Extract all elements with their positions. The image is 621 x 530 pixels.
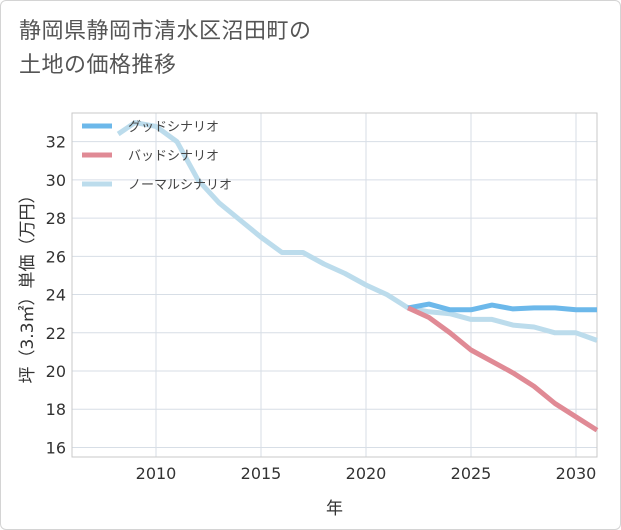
grid-lines <box>72 113 597 457</box>
y-tick-label: 18 <box>46 400 66 419</box>
y-tick-label: 20 <box>46 362 66 381</box>
x-axis-ticks: 2010 2015 2020 2025 2030 <box>136 464 597 483</box>
y-tick-label: 28 <box>46 209 66 228</box>
x-tick-label: 2015 <box>241 464 282 483</box>
y-tick-label: 32 <box>46 133 66 152</box>
y-tick-label: 24 <box>46 286 66 305</box>
x-tick-label: 2025 <box>451 464 492 483</box>
series-line-2 <box>116 120 598 343</box>
legend-label-0: グッドシナリオ <box>128 120 219 135</box>
chart-title: 静岡県静岡市清水区沼田町の 土地の価格推移 <box>19 15 312 83</box>
series-lines <box>116 120 599 433</box>
series-line-1 <box>406 305 599 433</box>
y-tick-label: 16 <box>46 438 66 457</box>
y-axis-ticks: 16 18 20 22 24 26 28 30 32 <box>46 133 66 458</box>
y-tick-label: 26 <box>46 247 66 266</box>
x-axis-label: 年 <box>326 499 343 519</box>
y-tick-label: 30 <box>46 171 66 190</box>
x-tick-label: 2020 <box>346 464 387 483</box>
y-axis-label: 坪（3.3㎡）単価（万円） <box>18 186 38 383</box>
legend-label-2: ノーマルシナリオ <box>128 178 232 193</box>
legend-label-1: バッドシナリオ <box>128 149 219 164</box>
series-line-0 <box>407 301 597 313</box>
y-tick-label: 22 <box>46 324 66 343</box>
chart-title-line-2: 土地の価格推移 <box>19 53 177 78</box>
x-tick-label: 2030 <box>556 464 597 483</box>
plot-area <box>71 112 598 458</box>
chart-title-line-1: 静岡県静岡市清水区沼田町の <box>19 19 312 44</box>
x-tick-label: 2010 <box>136 464 177 483</box>
